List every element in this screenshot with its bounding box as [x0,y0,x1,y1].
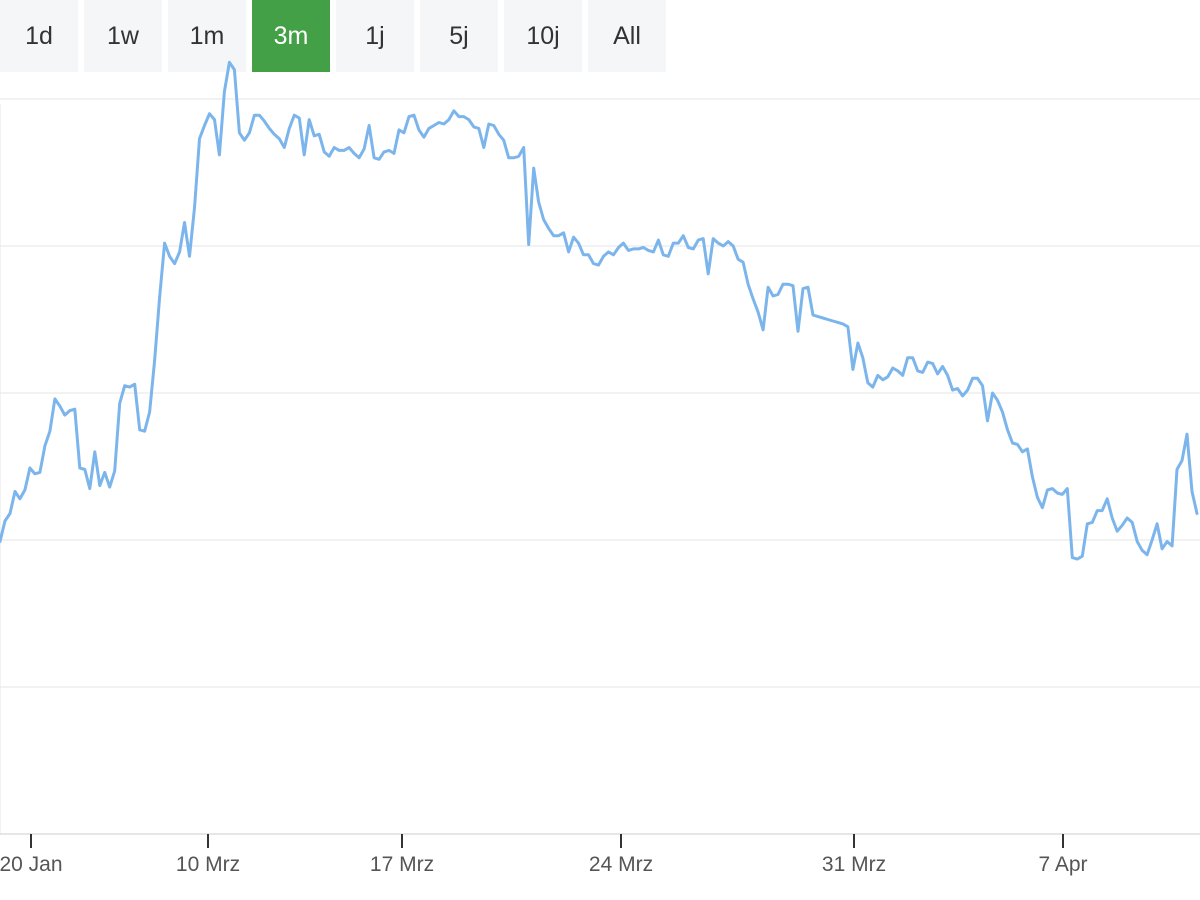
x-tick-label: 17 Mrz [370,853,434,876]
x-tick-label: 7 Apr [1038,853,1087,876]
x-tick-label: 31 Mrz [822,853,886,876]
x-tick-label: 10 Mrz [176,853,240,876]
x-tick-label: 24 Mrz [589,853,653,876]
chart-grid [0,99,1200,687]
x-axis-ticks: 20 Jan 10 Mrz 17 Mrz 24 Mrz 31 Mrz 7 Apr [0,834,1088,876]
price-series-line [0,62,1197,559]
x-tick-label: 20 Jan [0,853,63,876]
